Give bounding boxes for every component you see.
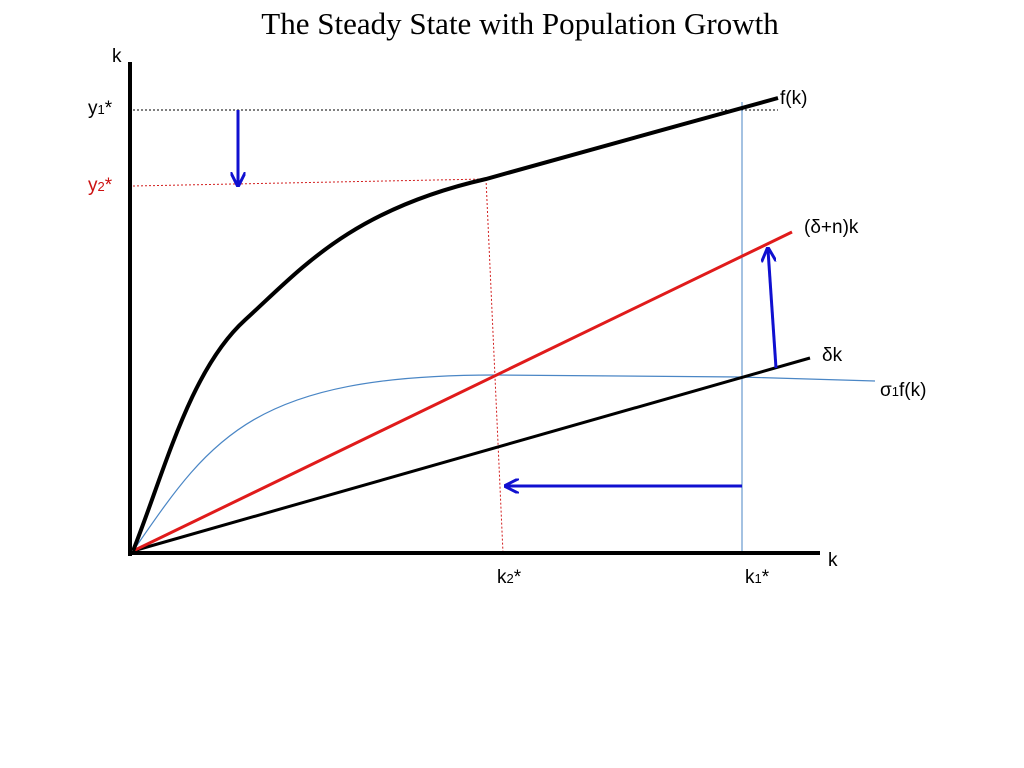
depreciation-line (132, 356, 811, 553)
depreciation-pop-label: (δ+n)k (804, 217, 859, 238)
y-axis-label: k (112, 46, 122, 67)
y2-label: y2* (88, 175, 113, 196)
production-curve (131, 96, 779, 552)
page-title: The Steady State with Population Growth (261, 6, 779, 41)
k2-guide-line (485, 178, 504, 554)
y2-guide-line (132, 178, 487, 187)
savings-label: σ1f(k) (880, 380, 926, 401)
y1-label: y1* (88, 98, 113, 119)
x-axis-label: k (828, 550, 838, 571)
depreciation-pop-line (132, 230, 793, 553)
k1-label: k1* (745, 567, 770, 588)
depreciation-label: δk (822, 345, 843, 366)
production-label: f(k) (780, 88, 807, 109)
savings-curve (132, 374, 876, 552)
curve-shift-arrow (768, 250, 778, 369)
k2-label: k2* (497, 567, 522, 588)
